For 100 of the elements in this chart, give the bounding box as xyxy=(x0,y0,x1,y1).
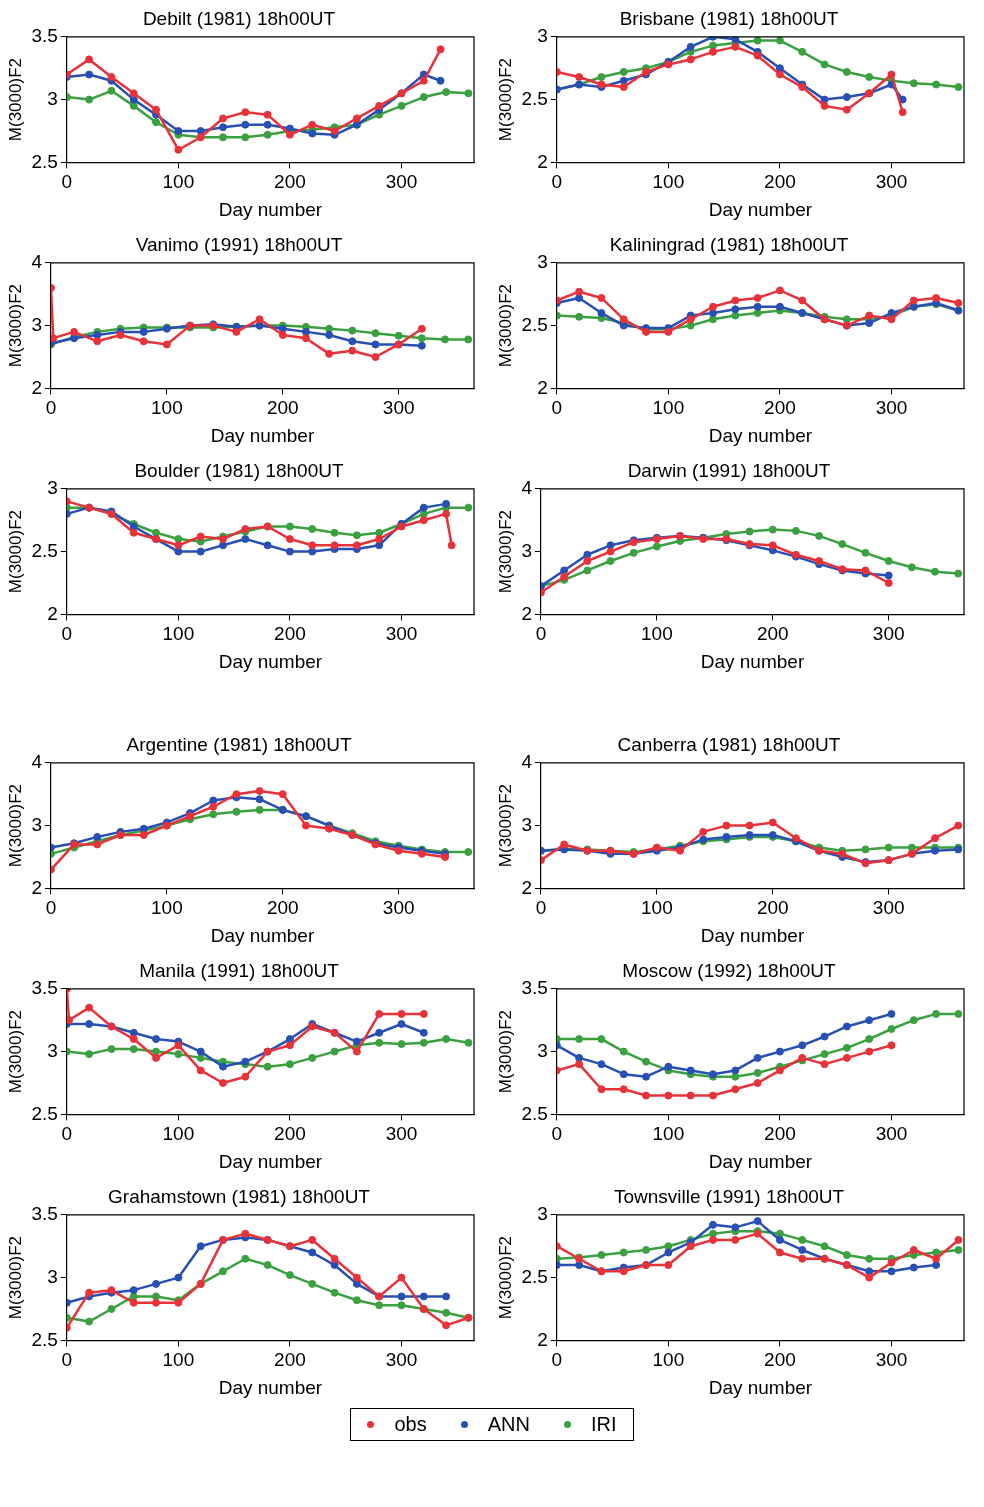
x-tick-label: 300 xyxy=(875,171,908,193)
x-tick-label: 200 xyxy=(756,623,789,645)
chart-title: Manila (1991) 18h00UT xyxy=(139,959,340,981)
chart-title: Darwin (1991) 18h00UT xyxy=(627,459,831,481)
x-axis-title: Day number xyxy=(708,1376,813,1398)
y-tick-label: 2 xyxy=(537,376,548,398)
x-tick-label: 0 xyxy=(61,1349,73,1371)
x-tick-label: 100 xyxy=(151,897,183,919)
y-tick-label: 2.5 xyxy=(31,1102,58,1124)
y-tick-label: 2 xyxy=(521,876,532,898)
y-tick-label: 2.5 xyxy=(521,313,548,335)
chart-title: Kaliningrad (1981) 18h00UT xyxy=(609,233,849,255)
legend-label: IRI xyxy=(590,1413,617,1436)
y-tick-label: 3 xyxy=(47,87,58,109)
y-tick-label: 2 xyxy=(47,602,58,624)
x-tick-label: 300 xyxy=(382,397,415,419)
chart-title: Moscow (1992) 18h00UT xyxy=(622,959,837,981)
x-tick-label: 0 xyxy=(535,897,547,919)
y-axis-title: M(3000)F2 xyxy=(5,510,25,594)
legend-label: ANN xyxy=(487,1413,530,1436)
x-axis-title: Day number xyxy=(708,1150,813,1172)
x-tick-label: 100 xyxy=(641,623,673,645)
x-tick-label: 200 xyxy=(764,1123,796,1145)
y-axis-title: M(3000)F2 xyxy=(495,284,515,368)
chart-title: Argentine (1981) 18h00UT xyxy=(126,733,352,755)
x-tick-label: 200 xyxy=(764,171,796,193)
x-tick-label: 200 xyxy=(274,1123,306,1145)
x-tick-label: 0 xyxy=(45,397,57,419)
x-axis-title: Day number xyxy=(218,650,323,672)
x-axis-title: Day number xyxy=(210,424,315,446)
y-tick-label: 3 xyxy=(537,1203,548,1225)
x-tick-label: 100 xyxy=(641,897,673,919)
x-tick-label: 0 xyxy=(61,1123,73,1145)
y-tick-label: 3 xyxy=(47,477,58,499)
y-tick-label: 2 xyxy=(31,376,42,398)
y-tick-label: 2 xyxy=(521,602,532,624)
x-tick-label: 300 xyxy=(382,897,415,919)
x-tick-label: 100 xyxy=(162,1123,195,1145)
y-tick-label: 3.5 xyxy=(31,25,58,47)
x-tick-label: 200 xyxy=(266,397,299,419)
x-tick-label: 300 xyxy=(385,623,418,645)
y-tick-label: 3 xyxy=(521,539,532,561)
y-tick-label: 3 xyxy=(47,1039,58,1061)
y-tick-label: 3 xyxy=(31,313,42,335)
x-tick-label: 0 xyxy=(551,1123,563,1145)
x-tick-label: 100 xyxy=(162,1349,195,1371)
x-tick-label: 200 xyxy=(756,897,789,919)
y-tick-label: 3.5 xyxy=(31,1203,58,1225)
x-axis-title: Day number xyxy=(708,198,813,220)
y-tick-label: 3 xyxy=(537,1039,548,1061)
chart-title: Canberra (1981) 18h00UT xyxy=(617,733,841,755)
x-tick-label: 300 xyxy=(385,171,418,193)
x-tick-label: 0 xyxy=(551,1349,563,1371)
x-axis-title: Day number xyxy=(708,424,813,446)
y-tick-label: 3 xyxy=(521,813,532,835)
y-tick-label: 2.5 xyxy=(521,1102,548,1124)
x-tick-label: 300 xyxy=(872,623,905,645)
x-axis-title: Day number xyxy=(700,650,805,672)
y-axis-title: M(3000)F2 xyxy=(495,784,515,868)
legend-label: obs xyxy=(394,1413,427,1436)
x-tick-label: 200 xyxy=(266,897,299,919)
y-axis-title: M(3000)F2 xyxy=(495,1236,515,1320)
chart-title: Debilt (1981) 18h00UT xyxy=(142,7,336,29)
x-axis-title: Day number xyxy=(218,1376,323,1398)
chart-title: Townsville (1991) 18h00UT xyxy=(613,1185,845,1207)
x-tick-label: 0 xyxy=(61,623,73,645)
y-axis-title: M(3000)F2 xyxy=(495,1010,515,1094)
chart-title: Brisbane (1981) 18h00UT xyxy=(619,7,839,29)
y-tick-label: 2.5 xyxy=(521,87,548,109)
y-tick-label: 2.5 xyxy=(31,539,58,561)
x-tick-label: 0 xyxy=(535,623,547,645)
x-tick-label: 300 xyxy=(875,397,908,419)
x-tick-label: 0 xyxy=(45,897,57,919)
x-tick-label: 0 xyxy=(551,397,563,419)
y-tick-label: 4 xyxy=(31,251,43,273)
x-tick-label: 200 xyxy=(274,1349,306,1371)
x-tick-label: 100 xyxy=(162,171,195,193)
x-tick-label: 300 xyxy=(385,1349,418,1371)
y-axis-title: M(3000)F2 xyxy=(495,58,515,142)
y-tick-label: 3 xyxy=(47,1265,58,1287)
y-tick-label: 4 xyxy=(31,751,43,773)
y-axis-title: M(3000)F2 xyxy=(5,284,25,368)
chart-title: Vanimo (1991) 18h00UT xyxy=(135,233,343,255)
y-tick-label: 2 xyxy=(537,1328,548,1350)
x-tick-label: 200 xyxy=(274,623,306,645)
y-tick-label: 2 xyxy=(537,150,548,172)
x-tick-label: 100 xyxy=(162,623,195,645)
y-tick-label: 2.5 xyxy=(31,150,58,172)
x-tick-label: 100 xyxy=(652,397,685,419)
y-tick-label: 3 xyxy=(31,813,42,835)
x-axis-title: Day number xyxy=(700,924,805,946)
x-tick-label: 100 xyxy=(151,397,183,419)
y-axis-title: M(3000)F2 xyxy=(5,1010,25,1094)
x-tick-label: 300 xyxy=(872,897,905,919)
y-tick-label: 4 xyxy=(521,751,533,773)
x-tick-label: 300 xyxy=(875,1349,908,1371)
x-tick-label: 300 xyxy=(385,1123,418,1145)
y-axis-title: M(3000)F2 xyxy=(5,1236,25,1320)
x-tick-label: 100 xyxy=(652,1349,685,1371)
y-tick-label: 2.5 xyxy=(521,1265,548,1287)
